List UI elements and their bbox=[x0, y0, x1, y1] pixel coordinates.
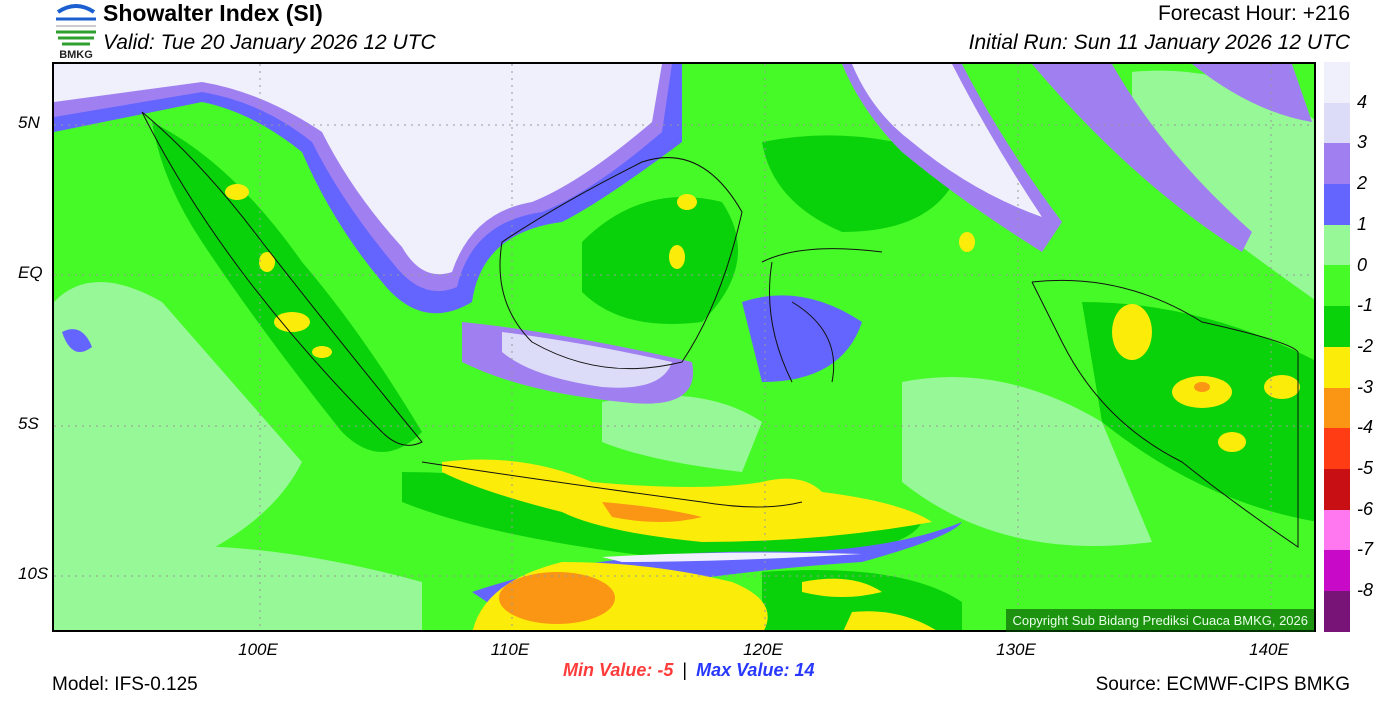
svg-text:BMKG: BMKG bbox=[59, 49, 93, 60]
colorbar bbox=[1324, 62, 1350, 632]
colorbar-label: 1 bbox=[1357, 213, 1368, 234]
colorbar-label: 2 bbox=[1357, 173, 1368, 194]
initial-run: Initial Run: Sun 11 January 2026 12 UTC bbox=[968, 31, 1350, 54]
colorbar-bin bbox=[1324, 184, 1350, 225]
colorbar-bin bbox=[1324, 509, 1350, 551]
showalter-index-map bbox=[52, 62, 1316, 632]
colorbar-label: -5 bbox=[1357, 458, 1374, 478]
min-value: Min Value: -5 bbox=[563, 660, 674, 680]
min-max-values: Min Value: -5 | Max Value: 14 bbox=[563, 660, 814, 681]
source-label: Source: ECMWF-CIPS BMKG bbox=[1095, 674, 1350, 695]
colorbar-bin bbox=[1324, 590, 1350, 632]
colorbar-bin bbox=[1324, 346, 1350, 388]
bmkg-logo: BMKG bbox=[52, 2, 100, 61]
colorbar-label: 0 bbox=[1357, 254, 1368, 275]
colorbar-bin bbox=[1324, 387, 1350, 429]
lon-tick-100e: 100E bbox=[238, 640, 278, 659]
max-value: Max Value: 14 bbox=[696, 660, 815, 680]
lat-tick-eq: EQ bbox=[18, 263, 43, 282]
colorbar-label: 4 bbox=[1357, 91, 1368, 112]
colorbar-bin bbox=[1324, 224, 1350, 266]
chart-title: Showalter Index (SI) bbox=[103, 0, 323, 26]
colorbar-label: -1 bbox=[1357, 295, 1374, 316]
colorbar-bin bbox=[1324, 102, 1350, 144]
separator: | bbox=[682, 660, 688, 680]
copyright-notice: Copyright Sub Bidang Prediksi Cuaca BMKG… bbox=[1006, 609, 1314, 632]
lat-tick-5n: 5N bbox=[18, 113, 40, 132]
colorbar-label: -4 bbox=[1357, 417, 1374, 438]
colorbar-label: -6 bbox=[1357, 498, 1374, 519]
lat-tick-5s: 5S bbox=[18, 414, 39, 433]
colorbar-bin bbox=[1324, 143, 1350, 185]
model-label: Model: IFS-0.125 bbox=[52, 674, 198, 695]
lon-tick-140e: 140E bbox=[1249, 640, 1289, 659]
valid-time: Valid: Tue 20 January 2026 12 UTC bbox=[103, 31, 436, 54]
lon-tick-120e: 120E bbox=[743, 640, 783, 659]
forecast-hour: Forecast Hour: +216 bbox=[1157, 2, 1350, 25]
colorbar-bin bbox=[1324, 550, 1350, 591]
colorbar-label: -3 bbox=[1357, 376, 1374, 397]
colorbar-bin bbox=[1324, 468, 1350, 510]
colorbar-label: 3 bbox=[1357, 132, 1368, 153]
lat-tick-10s: 10S bbox=[18, 564, 49, 583]
lon-tick-130e: 130E bbox=[996, 640, 1036, 659]
colorbar-bin bbox=[1324, 265, 1350, 307]
colorbar-bin bbox=[1324, 428, 1350, 469]
colorbar-label: -2 bbox=[1357, 335, 1374, 356]
lon-tick-110e: 110E bbox=[490, 640, 530, 659]
colorbar-label: -8 bbox=[1357, 580, 1374, 601]
colorbar-bin bbox=[1324, 306, 1350, 347]
colorbar-label: -7 bbox=[1357, 539, 1374, 560]
colorbar-bin bbox=[1324, 62, 1350, 103]
